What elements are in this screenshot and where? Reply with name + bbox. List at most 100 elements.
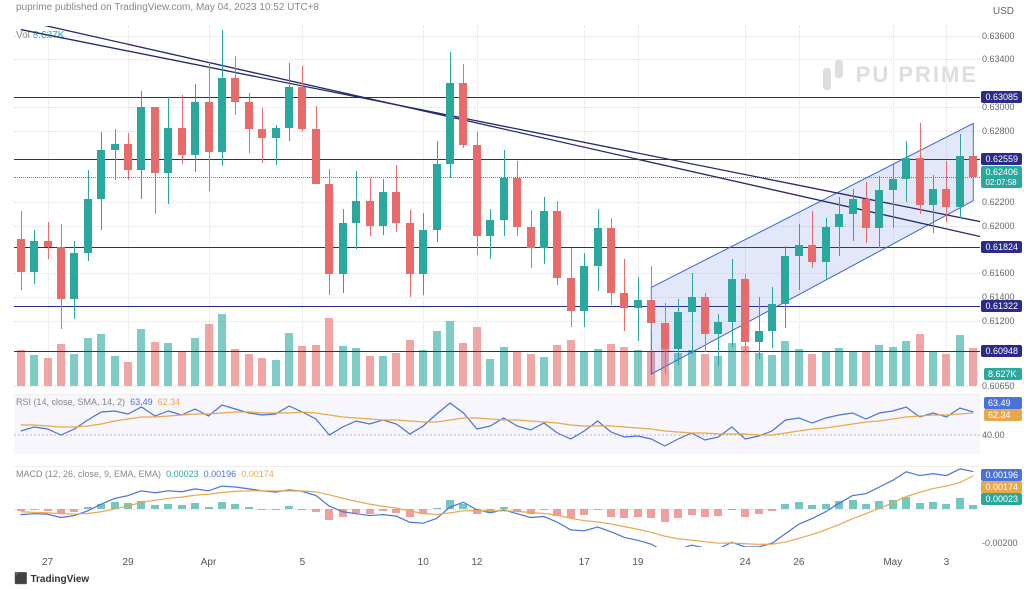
candle[interactable] (392, 192, 400, 223)
candle[interactable] (44, 241, 52, 247)
volume-bar (231, 349, 239, 386)
volume-bar (366, 356, 374, 386)
candle[interactable] (459, 83, 467, 145)
candle[interactable] (285, 87, 293, 129)
candle[interactable] (57, 247, 65, 299)
candle[interactable] (97, 150, 105, 200)
chart-root: puprime published on TradingView.com, Ma… (0, 0, 1024, 589)
candle[interactable] (339, 223, 347, 274)
candle[interactable] (835, 214, 843, 227)
candle[interactable] (768, 304, 776, 331)
candle[interactable] (419, 230, 427, 274)
candle[interactable] (929, 189, 937, 206)
candle[interactable] (688, 297, 696, 312)
candle[interactable] (486, 220, 494, 237)
candle[interactable] (540, 211, 548, 248)
macd-value-tag: 0.00196 (981, 469, 1022, 481)
candle[interactable] (849, 199, 857, 213)
candle[interactable] (728, 279, 736, 322)
candle[interactable] (245, 102, 253, 129)
candle[interactable] (231, 78, 239, 102)
candle[interactable] (258, 129, 266, 137)
candle[interactable] (366, 201, 374, 226)
volume-bar (137, 329, 145, 386)
candle[interactable] (956, 156, 964, 207)
x-tick-label: 5 (300, 557, 306, 568)
macd-panel[interactable]: MACD (12, 26, close, 9, EMA, EMA) 0.0002… (14, 466, 980, 546)
candle[interactable] (594, 228, 602, 266)
candle[interactable] (567, 278, 575, 311)
candle[interactable] (406, 223, 414, 274)
candle[interactable] (111, 144, 119, 150)
rsi-panel[interactable]: RSI (14, close, SMA, 14, 2) 63.49 62.34 … (14, 394, 980, 454)
candle[interactable] (218, 78, 226, 152)
candle[interactable] (352, 201, 360, 224)
candle[interactable] (298, 87, 306, 130)
price-level-tag: 0.61824 (981, 241, 1022, 253)
volume-tag: 8.627K (984, 368, 1022, 380)
candle[interactable] (889, 179, 897, 190)
candle[interactable] (84, 199, 92, 252)
candle[interactable] (70, 253, 78, 299)
support-resistance-line[interactable] (14, 306, 980, 307)
candle[interactable] (312, 129, 320, 184)
y-axis-unit: USD (993, 6, 1014, 17)
candle[interactable] (647, 300, 655, 323)
candle[interactable] (191, 102, 199, 155)
candle[interactable] (822, 227, 830, 263)
candle[interactable] (674, 312, 682, 349)
candle[interactable] (607, 228, 615, 293)
support-resistance-line[interactable] (14, 247, 980, 248)
candle[interactable] (755, 331, 763, 342)
support-resistance-line[interactable] (14, 97, 980, 98)
candle[interactable] (620, 293, 628, 307)
support-resistance-line[interactable] (14, 351, 980, 352)
candle[interactable] (500, 178, 508, 220)
candle[interactable] (272, 128, 280, 138)
candle[interactable] (325, 184, 333, 274)
candle[interactable] (17, 239, 25, 272)
x-tick-label: 10 (418, 557, 429, 568)
candle[interactable] (795, 245, 803, 257)
candle[interactable] (942, 189, 950, 207)
candle[interactable] (164, 128, 172, 173)
candle[interactable] (553, 211, 561, 278)
candle[interactable] (30, 241, 38, 272)
volume-bar (835, 348, 843, 386)
candle[interactable] (205, 102, 213, 152)
candle[interactable] (969, 156, 977, 178)
candle[interactable] (862, 199, 870, 228)
volume-bar (419, 350, 427, 386)
candle[interactable] (379, 192, 387, 225)
y-tick-label: 0.63400 (982, 54, 1020, 64)
candle[interactable] (902, 158, 910, 179)
candle[interactable] (527, 227, 535, 248)
volume-bar (849, 351, 857, 386)
candle[interactable] (513, 178, 521, 227)
candle[interactable] (916, 158, 924, 206)
volume-bar (433, 331, 441, 386)
candle[interactable] (781, 256, 789, 304)
candle[interactable] (741, 279, 749, 342)
y-tick-label: 0.63600 (982, 31, 1020, 41)
candle[interactable] (580, 266, 588, 311)
candle[interactable] (714, 322, 722, 334)
candle[interactable] (473, 145, 481, 236)
support-resistance-line[interactable] (14, 159, 980, 160)
candle[interactable] (151, 107, 159, 174)
candle[interactable] (701, 297, 709, 334)
candle[interactable] (446, 83, 454, 164)
candle[interactable] (661, 323, 669, 349)
candle[interactable] (875, 190, 883, 228)
price-panel[interactable]: 0.636000.634000.630000.628000.622000.620… (14, 26, 980, 386)
publish-header: puprime published on TradingView.com, Ma… (16, 2, 319, 13)
candle[interactable] (634, 300, 642, 307)
candle[interactable] (137, 107, 145, 170)
candle[interactable] (433, 164, 441, 231)
rsi-midline-label: 40.00 (982, 430, 1020, 440)
candle[interactable] (124, 144, 132, 170)
candle[interactable] (808, 245, 816, 263)
volume-bar (956, 335, 964, 386)
candle[interactable] (178, 128, 186, 155)
volume-bar (822, 351, 830, 386)
